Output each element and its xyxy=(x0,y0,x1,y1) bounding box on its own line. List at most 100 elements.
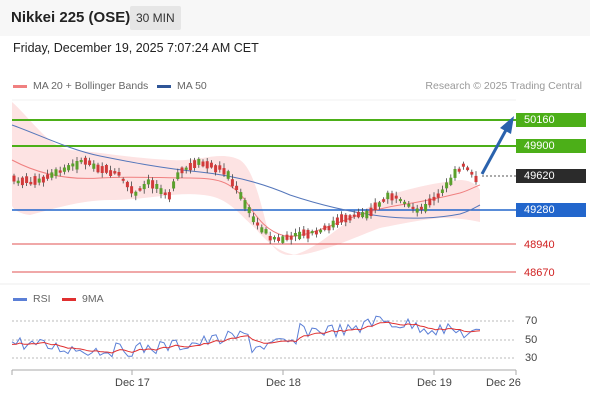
candle-body xyxy=(239,192,243,200)
price-label-resistance-2: 50160 xyxy=(516,113,586,127)
candle-body xyxy=(470,171,474,175)
candle-body xyxy=(348,215,352,221)
x-label-dec19: Dec 19 xyxy=(417,377,452,389)
candle-body xyxy=(142,184,146,190)
candle-body xyxy=(235,185,239,190)
candle-body xyxy=(298,231,302,240)
candle-body xyxy=(281,236,285,243)
candle-body xyxy=(277,237,281,241)
candle-body xyxy=(16,180,20,184)
candle-body xyxy=(167,192,171,200)
candle-body xyxy=(251,216,255,223)
candle-body xyxy=(151,180,155,189)
candle-body xyxy=(109,170,113,176)
candle-body xyxy=(440,189,444,193)
price-label-current: 49620 xyxy=(516,169,586,183)
forecast-arrow-head xyxy=(500,116,514,134)
candle-body xyxy=(62,167,66,172)
ma50-line xyxy=(11,124,481,219)
candle-body xyxy=(243,200,247,209)
candle-body xyxy=(83,157,87,165)
candle-body xyxy=(411,206,415,209)
candle-body xyxy=(193,160,197,168)
candle-body xyxy=(285,234,289,240)
candle-body xyxy=(461,163,465,167)
candle-body xyxy=(146,179,150,185)
candle-body xyxy=(113,171,117,174)
candle-body xyxy=(58,170,62,173)
candle-body xyxy=(340,214,344,223)
price-label-target-1: 48940 xyxy=(524,239,555,251)
rsi-label: RSI xyxy=(33,293,51,305)
ma50-label: MA 50 xyxy=(177,80,207,92)
x-label-dec17: Dec 17 xyxy=(115,377,150,389)
candle-body xyxy=(247,207,251,214)
interval-selector[interactable]: 30 MIN xyxy=(130,6,181,30)
legend-ma50: MA 50 xyxy=(157,80,207,92)
candle-body xyxy=(323,225,327,230)
candle-body xyxy=(272,237,276,240)
candle-body xyxy=(41,176,45,183)
rsi-ma-line xyxy=(11,321,481,354)
candle-body xyxy=(365,210,369,219)
chart-header: Nikkei 225 (OSE) 30 MIN xyxy=(0,0,590,36)
legend-9ma: 9MA xyxy=(62,293,104,305)
candle-body xyxy=(310,231,314,234)
candle-body xyxy=(37,178,41,183)
candle-body xyxy=(260,227,264,233)
credit-text: Research © 2025 Trading Central xyxy=(425,80,582,92)
candle-body xyxy=(134,191,138,196)
candle-body xyxy=(226,171,230,179)
rsi-swatch xyxy=(13,297,27,301)
price-label-support: 49280 xyxy=(516,203,586,217)
candle-body xyxy=(205,161,209,169)
candle-body xyxy=(130,186,134,194)
candle-body xyxy=(424,204,428,212)
ma20-label: MA 20 + Bollinger Bands xyxy=(33,80,149,92)
candle-body xyxy=(54,169,58,176)
candle-body xyxy=(92,163,96,169)
candle-body xyxy=(327,226,331,231)
candle-body xyxy=(386,192,390,200)
candle-body xyxy=(121,178,125,181)
candle-body xyxy=(33,176,37,185)
candle-body xyxy=(180,167,184,174)
candle-body xyxy=(256,222,260,226)
candle-body xyxy=(436,193,440,198)
candle-body xyxy=(12,175,16,182)
candle-body xyxy=(445,182,449,189)
rsi-tick-50: 50 xyxy=(525,334,538,346)
candle-body xyxy=(302,229,306,236)
candle-body xyxy=(466,167,470,171)
candle-body xyxy=(197,158,201,165)
candle-body xyxy=(335,217,339,225)
candle-body xyxy=(428,198,432,206)
candle-body xyxy=(306,229,310,239)
x-label-dec26: Dec 26 xyxy=(486,377,521,389)
candle-body xyxy=(474,175,478,183)
ma9-label: 9MA xyxy=(82,293,104,305)
candle-body xyxy=(159,188,163,194)
candle-body xyxy=(29,181,33,185)
candle-body xyxy=(79,160,83,163)
forecast-arrow-shaft xyxy=(480,129,508,175)
candle-body xyxy=(352,214,356,217)
timestamp: Friday, December 19, 2025 7:07:24 AM CET xyxy=(13,41,259,55)
candle-body xyxy=(155,184,159,189)
candle-body xyxy=(403,201,407,204)
x-label-dec18: Dec 18 xyxy=(266,377,301,389)
candle-body xyxy=(67,165,71,171)
candle-body xyxy=(46,174,50,179)
candle-body xyxy=(394,195,398,199)
candle-body xyxy=(176,172,180,179)
candle-body xyxy=(117,172,121,176)
candle-body xyxy=(331,220,335,228)
candle-body xyxy=(264,229,268,234)
candle-body xyxy=(25,176,29,183)
candle-body xyxy=(419,206,423,210)
candle-body xyxy=(369,207,373,216)
rsi-tick-70: 70 xyxy=(525,315,538,327)
candlestick-series xyxy=(12,155,478,245)
candle-body xyxy=(457,168,461,172)
